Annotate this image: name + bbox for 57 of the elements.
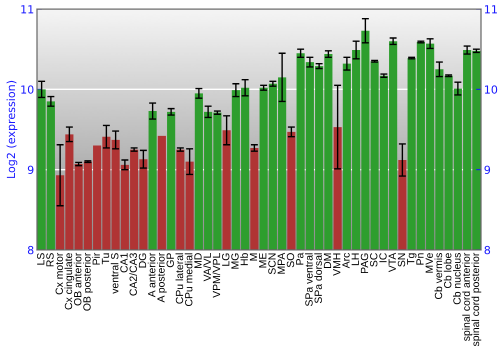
x-tick-label: Pir: [92, 252, 100, 265]
y2-tick-label: 11: [485, 5, 497, 14]
x-tick-label: spinal cord anterior: [462, 252, 472, 341]
x-tick-label: LH: [352, 254, 359, 266]
y-tick-label: 8: [28, 246, 34, 254]
x-tick-label: VA/VL: [203, 253, 211, 282]
y2-tick-label: 8: [484, 246, 490, 254]
x-tick-label: MPA: [278, 252, 285, 274]
x-tick-label: Pa: [296, 252, 304, 265]
x-tick-label: SN: [398, 254, 406, 267]
x-tick-label: MG: [231, 253, 239, 269]
x-tick-label: LS: [37, 253, 44, 265]
x-tick-label: GP: [166, 253, 174, 268]
x-tick-label: ME: [259, 253, 266, 268]
x-tick-label: Cb vermis: [434, 253, 442, 300]
x-tick-label: VPM/VPL: [212, 253, 220, 298]
x-tick-label: Cb nucleus: [453, 253, 461, 304]
x-tick-label: CPu lateral: [176, 253, 184, 304]
x-tick-label: VTA: [388, 252, 396, 272]
y2-tick-label: 10: [485, 85, 498, 94]
x-tick-label: SPa ventral: [305, 253, 313, 306]
x-tick-label: Cx motor: [56, 252, 63, 294]
x-tick-label: Hb: [240, 253, 248, 266]
x-tick-label: SC: [370, 253, 378, 267]
x-tick-label: ventral S: [110, 253, 118, 294]
x-tick-label: DG: [138, 253, 146, 268]
x-tick-label: Cx cingulate: [64, 253, 74, 310]
x-tick-label: OB posterior: [83, 252, 93, 311]
x-tick-label: SO: [286, 253, 294, 268]
x-tick-label: CA2/CA3: [129, 253, 137, 296]
x-tick-label: SPa dorsal: [314, 253, 322, 304]
x-tick-label: A posterior: [157, 252, 167, 302]
x-tick-label: MVe: [426, 253, 433, 273]
x-tick-label: CPu medial: [184, 253, 192, 306]
x-tick-label: CA1: [120, 253, 128, 272]
x-tick-label: MD: [194, 253, 202, 268]
y-axis-title: Log2 (expression): [6, 80, 18, 178]
x-tick-label: Tu: [102, 253, 110, 264]
y2-tick-label: 9: [484, 166, 490, 174]
x-tick-label: PAG: [360, 253, 368, 274]
y-tick-label: 10: [21, 85, 34, 94]
x-tick-label: A anterior: [148, 252, 156, 298]
x-tick-label: Arc: [342, 252, 350, 268]
x-tick-label: VMH: [333, 254, 340, 276]
x-tick-label: Pn: [416, 253, 424, 265]
x-tick-label: RS: [46, 253, 54, 266]
y-tick-label: 11: [21, 5, 34, 14]
x-tick-label: OB anterior: [74, 252, 82, 306]
x-tick-label: IC: [379, 253, 387, 262]
y-tick-label: 9: [28, 166, 34, 174]
x-tick-label: LG: [222, 253, 230, 266]
x-tick-label: spinal cord posterior: [472, 252, 482, 346]
x-tick-label: DM: [324, 254, 332, 268]
x-tick-label: Tg: [407, 253, 416, 265]
x-tick-label: Cb lobe: [444, 253, 452, 288]
x-tick-label: M: [250, 254, 258, 260]
x-tick-label: SCN: [268, 254, 276, 274]
